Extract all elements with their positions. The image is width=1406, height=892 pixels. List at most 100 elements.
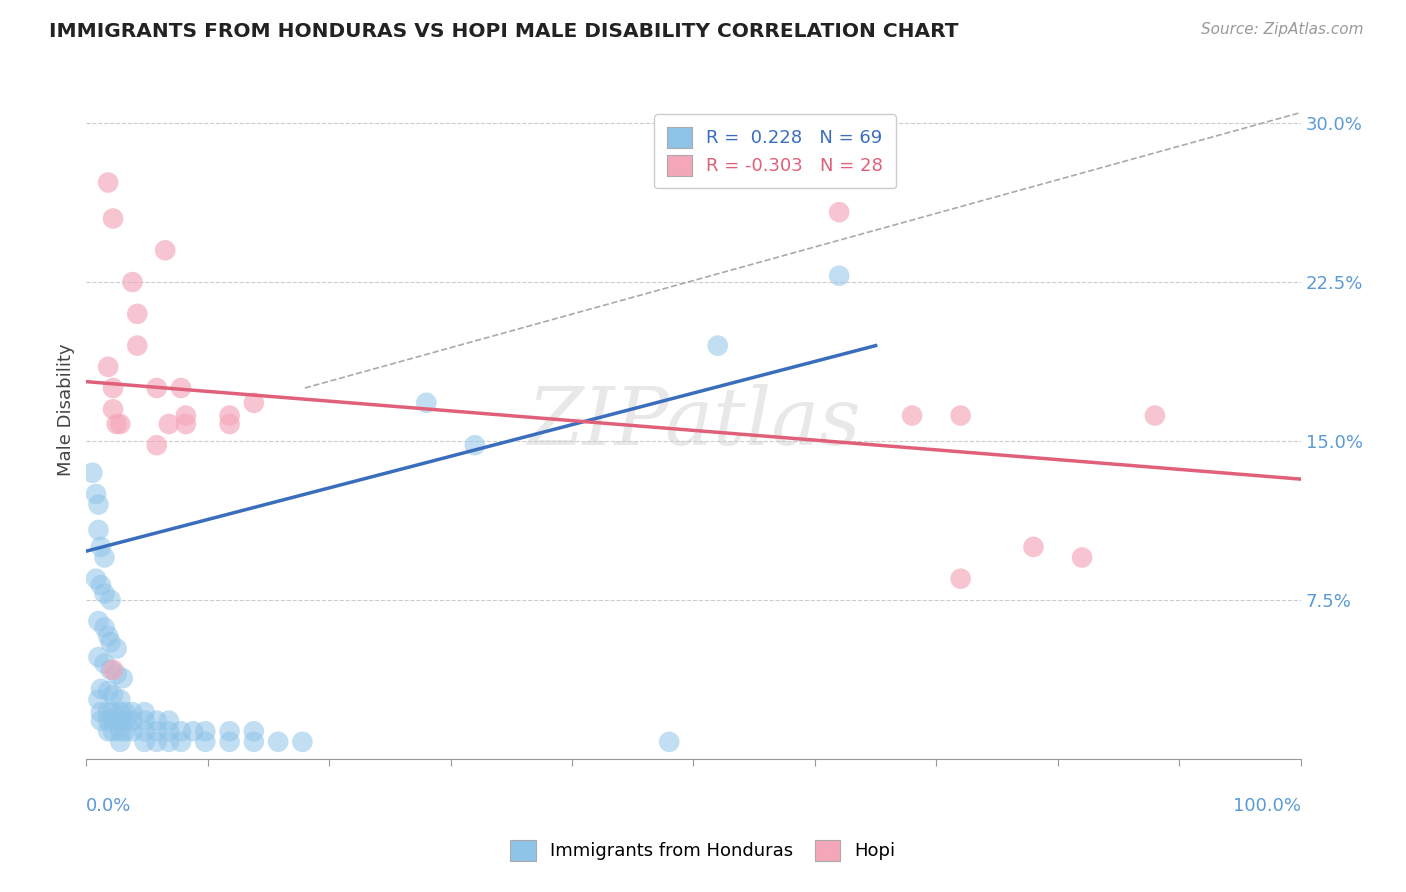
Point xyxy=(97,714,120,728)
Point xyxy=(145,714,167,728)
Legend: Immigrants from Honduras, Hopi: Immigrants from Honduras, Hopi xyxy=(502,830,904,870)
Point xyxy=(101,705,124,719)
Text: Source: ZipAtlas.com: Source: ZipAtlas.com xyxy=(1201,22,1364,37)
Point xyxy=(101,381,124,395)
Point xyxy=(127,338,149,352)
Point xyxy=(145,381,167,395)
Point xyxy=(170,724,193,739)
Y-axis label: Male Disability: Male Disability xyxy=(58,343,75,475)
Point xyxy=(93,657,115,671)
Point xyxy=(174,409,197,423)
Point xyxy=(87,692,110,706)
Point xyxy=(121,275,143,289)
Point xyxy=(93,550,115,565)
Point xyxy=(101,402,124,417)
Point xyxy=(97,705,120,719)
Point xyxy=(218,409,240,423)
Point xyxy=(105,667,128,681)
Point xyxy=(114,705,136,719)
Point xyxy=(170,381,193,395)
Point xyxy=(100,635,122,649)
Point xyxy=(134,705,156,719)
Point xyxy=(93,586,115,600)
Point xyxy=(243,396,266,410)
Point xyxy=(218,417,240,431)
Point xyxy=(87,614,110,628)
Point xyxy=(87,523,110,537)
Point xyxy=(100,593,122,607)
Point xyxy=(100,663,122,677)
Point xyxy=(121,705,143,719)
Point xyxy=(194,724,217,739)
Point xyxy=(90,578,112,592)
Point xyxy=(174,417,197,431)
Point xyxy=(145,735,167,749)
Point xyxy=(134,724,156,739)
Point xyxy=(110,714,132,728)
Point xyxy=(110,735,132,749)
Point xyxy=(194,735,217,749)
Point xyxy=(157,735,180,749)
Point xyxy=(706,338,728,352)
Point xyxy=(111,671,134,685)
Point xyxy=(110,705,132,719)
Point xyxy=(157,714,180,728)
Point xyxy=(218,735,240,749)
Point xyxy=(87,650,110,665)
Point xyxy=(105,417,128,431)
Point xyxy=(90,714,112,728)
Point xyxy=(949,409,972,423)
Point xyxy=(101,688,124,702)
Point xyxy=(84,487,107,501)
Point xyxy=(181,724,204,739)
Point xyxy=(658,735,681,749)
Point xyxy=(101,211,124,226)
Point xyxy=(267,735,290,749)
Point xyxy=(97,176,120,190)
Point xyxy=(121,724,143,739)
Point xyxy=(243,735,266,749)
Point xyxy=(105,641,128,656)
Point xyxy=(97,359,120,374)
Point xyxy=(101,663,124,677)
Point xyxy=(110,724,132,739)
Point xyxy=(114,714,136,728)
Point xyxy=(170,735,193,749)
Point xyxy=(101,714,124,728)
Point xyxy=(155,244,177,258)
Text: 100.0%: 100.0% xyxy=(1233,797,1301,815)
Point xyxy=(949,572,972,586)
Point xyxy=(464,438,486,452)
Point xyxy=(87,498,110,512)
Point xyxy=(157,417,180,431)
Point xyxy=(97,629,120,643)
Point xyxy=(134,714,156,728)
Point xyxy=(93,620,115,634)
Point xyxy=(90,681,112,696)
Point xyxy=(218,724,240,739)
Point xyxy=(114,724,136,739)
Text: 0.0%: 0.0% xyxy=(86,797,132,815)
Point xyxy=(134,735,156,749)
Point xyxy=(145,438,167,452)
Point xyxy=(127,307,149,321)
Point xyxy=(90,540,112,554)
Point xyxy=(243,724,266,739)
Point xyxy=(84,572,107,586)
Legend: R =  0.228   N = 69, R = -0.303   N = 28: R = 0.228 N = 69, R = -0.303 N = 28 xyxy=(654,114,896,188)
Point xyxy=(145,724,167,739)
Point xyxy=(1071,550,1094,565)
Point xyxy=(82,466,104,480)
Point xyxy=(415,396,437,410)
Point xyxy=(97,684,120,698)
Point xyxy=(901,409,924,423)
Point xyxy=(121,714,143,728)
Point xyxy=(90,705,112,719)
Point xyxy=(828,268,851,283)
Point xyxy=(101,724,124,739)
Point xyxy=(157,724,180,739)
Point xyxy=(828,205,851,219)
Text: IMMIGRANTS FROM HONDURAS VS HOPI MALE DISABILITY CORRELATION CHART: IMMIGRANTS FROM HONDURAS VS HOPI MALE DI… xyxy=(49,22,959,41)
Point xyxy=(110,417,132,431)
Point xyxy=(1022,540,1045,554)
